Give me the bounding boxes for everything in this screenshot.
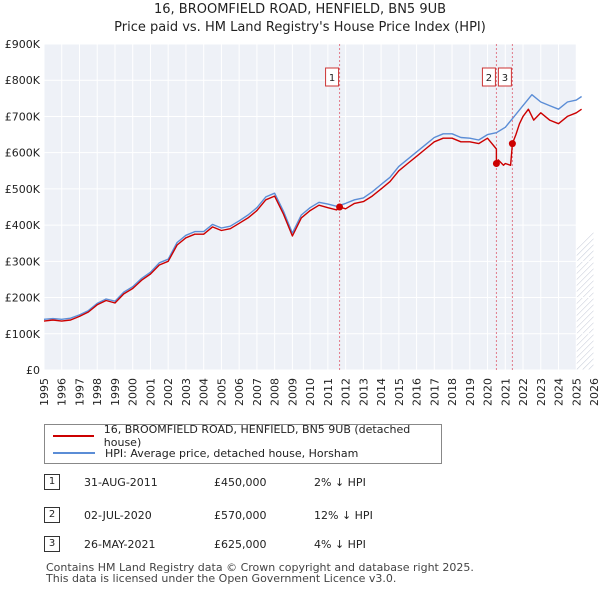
- legend-swatch-property: [53, 435, 94, 437]
- sale-marker-box: [325, 67, 340, 87]
- row-marker: 1: [44, 474, 60, 490]
- table-row: 1 31-AUG-2011 £450,000 2% ↓ HPI: [44, 474, 444, 494]
- chart-legend: 16, BROOMFIELD ROAD, HENFIELD, BN5 9UB (…: [44, 423, 442, 464]
- sale-marker-box: [497, 67, 512, 87]
- x-tick-label: 1999: [109, 378, 122, 406]
- sale-hpi-diff: 12% ↓ HPI: [314, 509, 373, 522]
- sale-date: 02-JUL-2020: [84, 509, 152, 522]
- x-tick-label: 2013: [357, 378, 370, 406]
- x-tick-label: 2018: [446, 378, 459, 406]
- x-tick-label: 2009: [286, 378, 299, 406]
- legend-swatch-hpi: [53, 452, 95, 454]
- sale-hpi-diff: 2% ↓ HPI: [314, 476, 366, 489]
- x-tick-label: 2000: [127, 378, 140, 406]
- x-tick-label: 2003: [180, 378, 193, 406]
- chart-subtitle: Price paid vs. HM Land Registry's House …: [114, 20, 486, 35]
- sale-date: 26-MAY-2021: [84, 538, 156, 551]
- sale-hpi-diff: 4% ↓ HPI: [314, 538, 366, 551]
- y-tick-label: £500K: [5, 183, 41, 196]
- sale-point: [508, 140, 516, 148]
- sale-marker-label: 2: [486, 73, 492, 84]
- x-tick-label: 2011: [322, 378, 335, 406]
- price-chart: 1995 1996 1997 1998 1999 2000 2001 2002 2003 2004…: [5, 38, 600, 406]
- footer-copyright: Contains HM Land Registry data © Crown c…: [46, 561, 474, 574]
- footer: Contains HM Land Registry data © Crown c…: [46, 562, 474, 584]
- x-tick-label: 2017: [428, 378, 441, 406]
- x-tick-label: 2004: [198, 378, 211, 406]
- legend-item-hpi: HPI: Average price, detached house, Hors…: [53, 445, 358, 461]
- hpi-line: [43, 93, 582, 320]
- projection-hatch: [576, 303, 594, 323]
- row-marker: 2: [44, 507, 60, 523]
- chart-title: 16, BROOMFIELD ROAD, HENFIELD, BN5 9UB: [153, 2, 447, 17]
- x-tick-label: 2019: [464, 378, 477, 406]
- y-tick-label: £100K: [5, 328, 41, 341]
- projection-hatch: [576, 309, 594, 329]
- x-tick-label: 1995: [38, 378, 51, 406]
- y-tick-label: £800K: [5, 74, 41, 87]
- y-tick-label: £700K: [5, 110, 41, 123]
- sale-date: 31-AUG-2011: [84, 476, 158, 489]
- legend-item-property: 16, BROOMFIELD ROAD, HENFIELD, BN5 9UB (…: [53, 423, 441, 449]
- projection-hatch: [594, 44, 600, 370]
- x-tick-label: 2016: [411, 378, 424, 406]
- row-marker: 3: [44, 536, 60, 552]
- sale-point: [492, 160, 500, 168]
- x-tick-label: 2001: [144, 378, 157, 406]
- sale-point: [336, 203, 344, 211]
- x-tick-label: 2014: [375, 378, 388, 406]
- y-tick-label: £300K: [5, 255, 41, 268]
- x-tick-label: 2021: [499, 378, 512, 406]
- x-tick-label: 2022: [517, 378, 530, 406]
- x-tick-label: 2024: [553, 378, 566, 406]
- footer-licence: This data is licensed under the Open Gov…: [46, 572, 397, 585]
- x-tick-label: 1996: [56, 378, 69, 406]
- y-tick-label: £0: [26, 364, 40, 377]
- x-tick-label: 2023: [535, 378, 548, 406]
- x-tick-label: 1997: [73, 378, 86, 406]
- sale-price: £450,000: [214, 476, 267, 489]
- y-tick-label: £200K: [5, 292, 41, 305]
- y-tick-label: £900K: [5, 38, 41, 51]
- sale-marker-box: [481, 67, 496, 87]
- x-tick-label: 2002: [162, 378, 175, 406]
- sale-price: £625,000: [214, 538, 267, 551]
- table-row: 2 02-JUL-2020 £570,000 12% ↓ HPI: [44, 507, 444, 527]
- table-row: 3 26-MAY-2021 £625,000 4% ↓ HPI: [44, 536, 444, 556]
- sale-marker-label: 3: [502, 73, 508, 84]
- y-tick-label: £600K: [5, 147, 41, 160]
- legend-label-hpi: HPI: Average price, detached house, Hors…: [105, 446, 359, 460]
- y-tick-label: £400K: [5, 219, 41, 232]
- x-tick-label: 2008: [269, 378, 282, 406]
- plot-area: [44, 44, 594, 370]
- x-tick-label: 2020: [482, 378, 495, 406]
- x-tick-label: 1998: [91, 378, 104, 406]
- x-tick-label: 2012: [340, 378, 353, 406]
- projection-area: [576, 44, 594, 370]
- x-tick-label: 2007: [251, 378, 264, 406]
- x-tick-label: 2005: [215, 378, 228, 406]
- x-tick-label: 2010: [304, 378, 317, 406]
- sale-marker-label: 1: [329, 73, 335, 84]
- sale-price: £570,000: [214, 509, 267, 522]
- x-tick-label: 2006: [233, 378, 246, 406]
- legend-label-property: 16, BROOMFIELD ROAD, HENFIELD, BN5 9UB (…: [103, 423, 411, 449]
- x-tick-label: 2026: [588, 378, 600, 406]
- x-tick-label: 2025: [570, 378, 583, 406]
- x-tick-label: 2015: [393, 378, 406, 406]
